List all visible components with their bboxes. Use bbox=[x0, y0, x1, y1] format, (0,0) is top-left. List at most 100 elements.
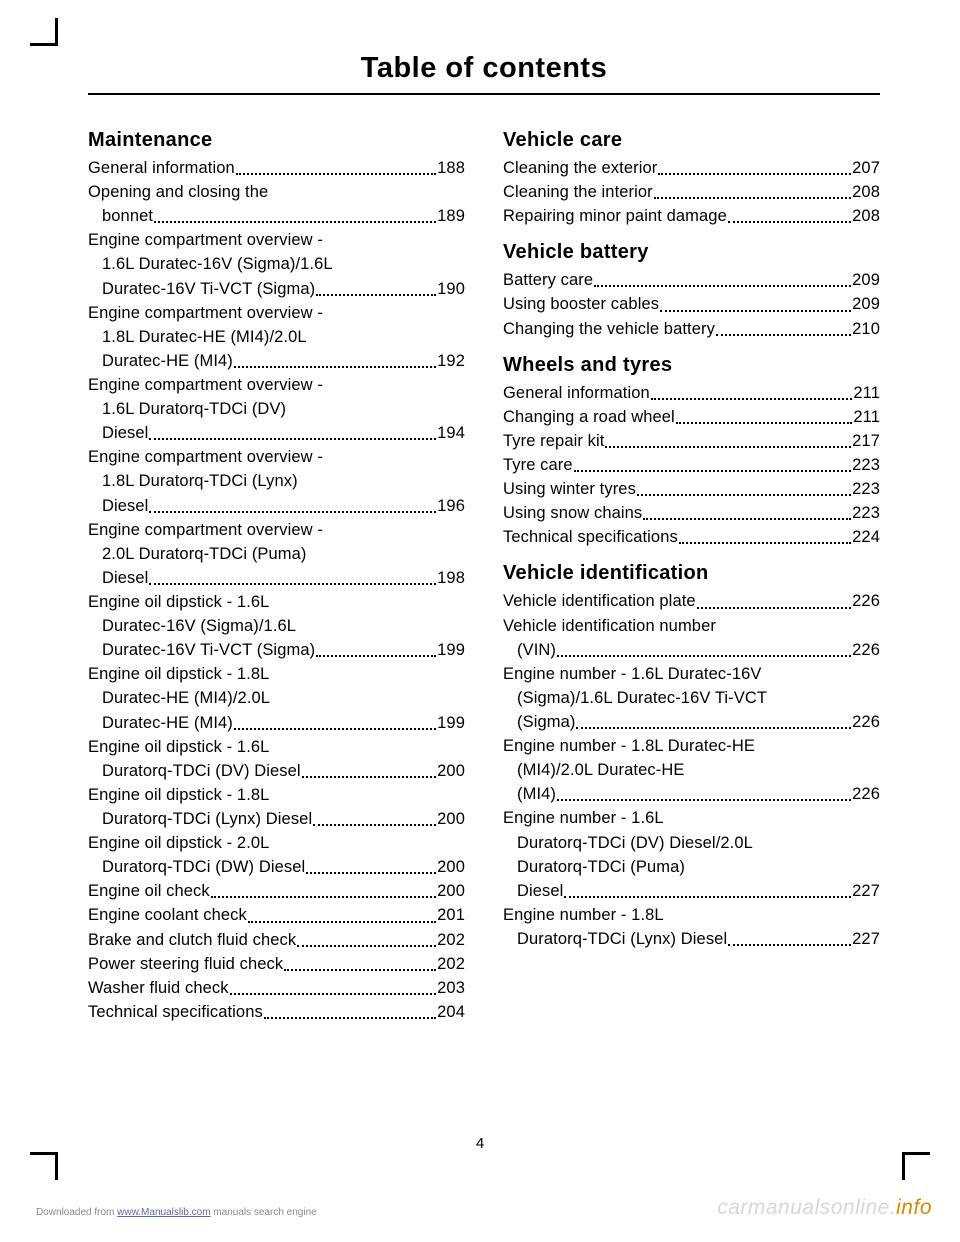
toc-text: (Sigma)/1.6L Duratec-16V Ti-VCT bbox=[503, 688, 767, 709]
toc-entry: General information211 bbox=[503, 383, 880, 404]
toc-page-number: 217 bbox=[852, 431, 880, 452]
toc-page-number: 192 bbox=[437, 351, 465, 372]
toc-leader-dots bbox=[316, 294, 436, 296]
toc-entry: Tyre care 223 bbox=[503, 455, 880, 476]
toc-entry: Engine number - 1.8LDuratorq-TDCi (Lynx)… bbox=[503, 905, 880, 950]
toc-text: Engine oil dipstick - 1.6L bbox=[88, 737, 269, 758]
toc-entry: Battery care209 bbox=[503, 270, 880, 291]
toc-text: Engine number - 1.6L bbox=[503, 808, 664, 829]
toc-text: Cleaning the exterior bbox=[503, 158, 657, 179]
toc-page-number: 208 bbox=[852, 206, 880, 227]
toc-page-number: 200 bbox=[437, 761, 465, 782]
section-heading: Wheels and tyres bbox=[503, 354, 880, 377]
toc-page-number: 202 bbox=[437, 954, 465, 975]
toc-page-number: 188 bbox=[437, 158, 465, 179]
toc-text: Technical specifications bbox=[88, 1002, 263, 1023]
toc-text: Engine oil dipstick - 2.0L bbox=[88, 833, 269, 854]
page-title: Table of contents bbox=[88, 52, 880, 85]
toc-page-number: 226 bbox=[852, 591, 880, 612]
toc-leader-dots bbox=[248, 921, 436, 923]
toc-text: (Sigma) bbox=[503, 712, 575, 733]
toc-page-number: 224 bbox=[852, 527, 880, 548]
section-heading: Vehicle identification bbox=[503, 562, 880, 585]
toc-leader-dots bbox=[234, 366, 436, 368]
toc-entry: Engine compartment overview -1.6L Durate… bbox=[88, 230, 465, 299]
footer-prefix: Downloaded from bbox=[36, 1207, 117, 1218]
toc-text: Duratorq-TDCi (DV) Diesel/2.0L bbox=[503, 833, 753, 854]
toc-text: Engine oil check bbox=[88, 881, 210, 902]
footer-link[interactable]: www.Manualslib.com bbox=[117, 1207, 210, 1218]
toc-text: Technical specifications bbox=[503, 527, 678, 548]
toc-entry: Engine oil check 200 bbox=[88, 881, 465, 902]
toc-page-number: 202 bbox=[437, 930, 465, 951]
toc-entry: Engine number - 1.8L Duratec-HE(MI4)/2.0… bbox=[503, 736, 880, 805]
toc-text: General information bbox=[88, 158, 235, 179]
toc-text: (MI4) bbox=[503, 784, 556, 805]
toc-entry: Engine oil dipstick - 2.0LDuratorq-TDCi … bbox=[88, 833, 465, 878]
toc-text: Engine compartment overview - bbox=[88, 447, 323, 468]
toc-entry: Technical specifications 224 bbox=[503, 527, 880, 548]
toc-text: 2.0L Duratorq-TDCi (Puma) bbox=[88, 544, 307, 565]
toc-entry: Cleaning the exterior207 bbox=[503, 158, 880, 179]
toc-page-number: 200 bbox=[437, 809, 465, 830]
toc-text: Changing a road wheel bbox=[503, 407, 675, 428]
toc-page-number: 196 bbox=[437, 496, 465, 517]
toc-text: Using snow chains bbox=[503, 503, 642, 524]
footer-suffix: manuals search engine bbox=[211, 1207, 317, 1218]
toc-text: Duratec-HE (MI4) bbox=[88, 351, 233, 372]
toc-leader-dots bbox=[637, 494, 851, 496]
toc-page-number: 226 bbox=[852, 640, 880, 661]
toc-page-number: 223 bbox=[852, 455, 880, 476]
toc-text: 1.8L Duratec-HE (MI4)/2.0L bbox=[88, 327, 307, 348]
toc-entry: Engine number - 1.6L Duratorq-TDCi (DV) D… bbox=[503, 808, 880, 901]
toc-text: Engine oil dipstick - 1.8L bbox=[88, 785, 269, 806]
toc-page-number: 194 bbox=[437, 423, 465, 444]
toc-leader-dots bbox=[564, 896, 851, 898]
toc-leader-dots bbox=[643, 518, 851, 520]
toc-leader-dots bbox=[594, 285, 851, 287]
toc-leader-dots bbox=[651, 398, 853, 400]
toc-text: Tyre care bbox=[503, 455, 573, 476]
toc-entry: Washer fluid check203 bbox=[88, 978, 465, 999]
toc-text: Engine oil dipstick - 1.6L bbox=[88, 592, 269, 613]
toc-text: Duratorq-TDCi (Lynx) Diesel bbox=[503, 929, 727, 950]
toc-leader-dots bbox=[297, 945, 436, 947]
toc-leader-dots bbox=[605, 446, 851, 448]
toc-entry: Changing a road wheel211 bbox=[503, 407, 880, 428]
toc-entry: Engine coolant check201 bbox=[88, 905, 465, 926]
toc-leader-dots bbox=[660, 310, 851, 312]
toc-page-number: 211 bbox=[853, 383, 880, 404]
toc-leader-dots bbox=[574, 470, 851, 472]
toc-leader-dots bbox=[211, 896, 436, 898]
toc-text: Duratec-16V Ti-VCT (Sigma) bbox=[88, 279, 315, 300]
toc-leader-dots bbox=[149, 511, 436, 513]
toc-text: Repairing minor paint damage bbox=[503, 206, 727, 227]
toc-leader-dots bbox=[236, 173, 436, 175]
crop-mark-tl bbox=[30, 18, 58, 46]
crop-mark-br bbox=[902, 1152, 930, 1180]
watermark: carmanualsonline.info bbox=[717, 1196, 932, 1220]
toc-entry: Using booster cables209 bbox=[503, 294, 880, 315]
toc-entry: Engine compartment overview -1.6L Durato… bbox=[88, 375, 465, 444]
toc-text: Tyre repair kit bbox=[503, 431, 604, 452]
toc-page-number: 223 bbox=[852, 479, 880, 500]
toc-text: Opening and closing the bbox=[88, 182, 268, 203]
toc-text: Engine number - 1.6L Duratec-16V bbox=[503, 664, 761, 685]
toc-page-number: 199 bbox=[437, 640, 465, 661]
toc-entry: Power steering fluid check202 bbox=[88, 954, 465, 975]
toc-leader-dots bbox=[149, 438, 436, 440]
toc-leader-dots bbox=[557, 655, 851, 657]
toc-page-number: 227 bbox=[852, 881, 880, 902]
toc-text: Cleaning the interior bbox=[503, 182, 653, 203]
toc-leader-dots bbox=[284, 969, 436, 971]
toc-leader-dots bbox=[313, 824, 436, 826]
toc-text: Battery care bbox=[503, 270, 593, 291]
title-rule bbox=[88, 93, 880, 95]
page-number: 4 bbox=[0, 1135, 960, 1152]
toc-page-number: 189 bbox=[437, 206, 465, 227]
toc-entry: Using snow chains223 bbox=[503, 503, 880, 524]
toc-leader-dots bbox=[654, 197, 851, 199]
toc-text: Duratec-HE (MI4)/2.0L bbox=[88, 688, 270, 709]
toc-page-number: 200 bbox=[437, 881, 465, 902]
toc-entry: Brake and clutch fluid check202 bbox=[88, 930, 465, 951]
